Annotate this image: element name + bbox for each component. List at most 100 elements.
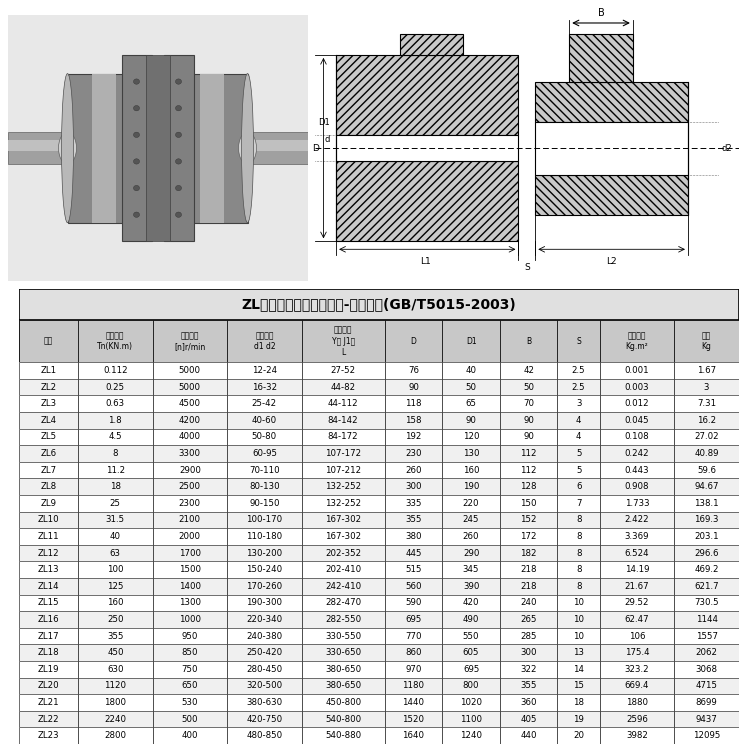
FancyBboxPatch shape <box>78 711 152 728</box>
FancyBboxPatch shape <box>176 74 248 223</box>
Text: 3.369: 3.369 <box>625 532 650 541</box>
FancyBboxPatch shape <box>152 320 227 362</box>
FancyBboxPatch shape <box>600 728 674 744</box>
Ellipse shape <box>134 212 140 217</box>
FancyBboxPatch shape <box>227 544 302 562</box>
FancyBboxPatch shape <box>302 395 385 412</box>
FancyBboxPatch shape <box>78 694 152 711</box>
FancyBboxPatch shape <box>152 412 227 429</box>
Text: 112: 112 <box>520 466 537 475</box>
Text: 280-450: 280-450 <box>246 664 283 674</box>
FancyBboxPatch shape <box>500 528 557 544</box>
FancyBboxPatch shape <box>78 578 152 595</box>
FancyBboxPatch shape <box>19 728 78 744</box>
Text: 1.733: 1.733 <box>625 499 650 508</box>
Text: 190-300: 190-300 <box>247 598 283 608</box>
FancyBboxPatch shape <box>152 495 227 512</box>
Text: ZL9: ZL9 <box>40 499 56 508</box>
FancyBboxPatch shape <box>600 578 674 595</box>
Text: ZL13: ZL13 <box>38 566 59 574</box>
FancyBboxPatch shape <box>500 320 557 362</box>
FancyBboxPatch shape <box>442 562 500 578</box>
Text: 750: 750 <box>182 664 198 674</box>
FancyBboxPatch shape <box>557 362 600 379</box>
Text: 84-142: 84-142 <box>328 416 358 424</box>
Text: 25-42: 25-42 <box>252 399 277 408</box>
FancyBboxPatch shape <box>152 478 227 495</box>
FancyBboxPatch shape <box>674 544 739 562</box>
Text: 380-650: 380-650 <box>325 664 362 674</box>
Text: 2900: 2900 <box>179 466 201 475</box>
FancyBboxPatch shape <box>500 478 557 495</box>
Text: 202-410: 202-410 <box>325 566 362 574</box>
FancyBboxPatch shape <box>500 611 557 628</box>
FancyBboxPatch shape <box>600 446 674 462</box>
FancyBboxPatch shape <box>146 55 170 242</box>
Text: 4200: 4200 <box>178 416 201 424</box>
Text: 2240: 2240 <box>104 715 126 724</box>
Text: 12095: 12095 <box>693 731 720 740</box>
FancyBboxPatch shape <box>557 611 600 628</box>
FancyBboxPatch shape <box>78 512 152 528</box>
FancyBboxPatch shape <box>385 711 442 728</box>
Text: 540-880: 540-880 <box>325 731 362 740</box>
Text: 650: 650 <box>182 682 198 691</box>
Text: 112: 112 <box>520 449 537 458</box>
Text: 2800: 2800 <box>104 731 126 740</box>
Text: 50: 50 <box>524 382 534 392</box>
Text: 18: 18 <box>110 482 121 491</box>
FancyBboxPatch shape <box>442 362 500 379</box>
Text: ZL2: ZL2 <box>40 382 56 392</box>
Text: 335: 335 <box>405 499 422 508</box>
Text: 轴孔长度
Y型 J1型
L: 轴孔长度 Y型 J1型 L <box>332 326 355 357</box>
Text: 440: 440 <box>520 731 537 740</box>
Ellipse shape <box>62 74 74 223</box>
FancyBboxPatch shape <box>227 677 302 694</box>
FancyBboxPatch shape <box>442 728 500 744</box>
Text: 3: 3 <box>576 399 581 408</box>
FancyBboxPatch shape <box>19 462 78 478</box>
Text: 1000: 1000 <box>178 615 201 624</box>
Text: 94.67: 94.67 <box>694 482 718 491</box>
Text: ZL1: ZL1 <box>40 366 56 375</box>
Ellipse shape <box>176 185 181 190</box>
FancyBboxPatch shape <box>600 478 674 495</box>
Text: 1400: 1400 <box>178 582 201 591</box>
Text: 800: 800 <box>463 682 479 691</box>
Text: 1557: 1557 <box>695 632 718 640</box>
FancyBboxPatch shape <box>302 462 385 478</box>
FancyBboxPatch shape <box>152 562 227 578</box>
FancyBboxPatch shape <box>385 544 442 562</box>
Text: 70-110: 70-110 <box>249 466 280 475</box>
Text: 8: 8 <box>576 549 581 558</box>
FancyBboxPatch shape <box>674 728 739 744</box>
FancyBboxPatch shape <box>19 362 78 379</box>
Ellipse shape <box>134 159 140 164</box>
Text: 450: 450 <box>107 648 124 657</box>
Text: 110-180: 110-180 <box>246 532 283 541</box>
Text: 4500: 4500 <box>178 399 201 408</box>
FancyBboxPatch shape <box>557 320 600 362</box>
Text: 0.242: 0.242 <box>625 449 650 458</box>
FancyBboxPatch shape <box>500 462 557 478</box>
Text: 282-550: 282-550 <box>325 615 362 624</box>
Text: ZL12: ZL12 <box>38 549 59 558</box>
Text: 65: 65 <box>466 399 476 408</box>
Text: 2.422: 2.422 <box>625 515 650 524</box>
FancyBboxPatch shape <box>78 611 152 628</box>
FancyBboxPatch shape <box>19 677 78 694</box>
Text: ZL型弹性柱销齿式联轴器-基本参数(GB/T5015-2003): ZL型弹性柱销齿式联轴器-基本参数(GB/T5015-2003) <box>242 298 516 311</box>
Text: 19: 19 <box>573 715 584 724</box>
Text: 167-302: 167-302 <box>325 532 362 541</box>
Text: 420-750: 420-750 <box>246 715 283 724</box>
Polygon shape <box>336 55 518 135</box>
Text: 167-302: 167-302 <box>325 515 362 524</box>
Text: 10: 10 <box>573 598 584 608</box>
FancyBboxPatch shape <box>385 628 442 644</box>
Text: ZL18: ZL18 <box>38 648 59 657</box>
FancyBboxPatch shape <box>385 379 442 395</box>
FancyBboxPatch shape <box>227 595 302 611</box>
Text: 8: 8 <box>576 532 581 541</box>
FancyBboxPatch shape <box>227 379 302 395</box>
Text: 175.4: 175.4 <box>625 648 650 657</box>
